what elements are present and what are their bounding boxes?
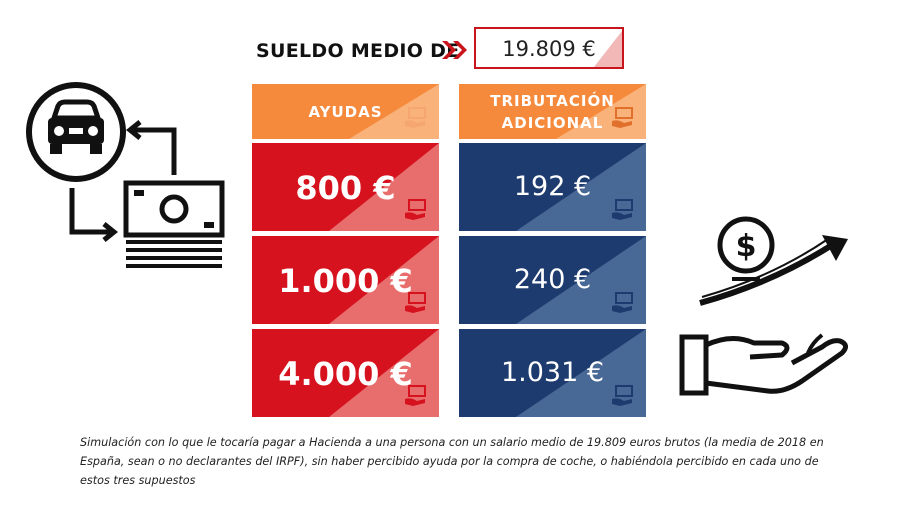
tributacion-title-line1: TRIBUTACIÓN — [490, 92, 615, 110]
hand-money-mini-icon — [612, 199, 633, 220]
tributacion-header: TRIBUTACIÓN ADICIONAL — [459, 84, 646, 139]
car-cash-cycle-illustration — [26, 82, 225, 268]
tributacion-value: 1.031 € — [500, 357, 605, 388]
ayuda-row-1: 800 € — [252, 143, 439, 231]
tributacion-title-line2: ADICIONAL — [501, 114, 604, 132]
car-icon — [26, 82, 126, 182]
ayudas-header: AYUDAS — [252, 84, 439, 139]
ayudas-title: AYUDAS — [308, 103, 383, 121]
hand-money-mini-icon — [612, 385, 633, 406]
hand-money-mini-icon — [612, 107, 633, 128]
footnote: Simulación con lo que le tocaría pagar a… — [80, 436, 824, 487]
ayuda-row-2: 1.000 € — [252, 236, 439, 324]
tributacion-row-2: 240 € — [459, 236, 646, 324]
hand-money-mini-icon — [612, 292, 633, 313]
sueldo-medio-value: 19.809 € — [502, 37, 596, 61]
arrow-cycle-icon — [69, 120, 177, 242]
tributacion-value: 192 € — [513, 171, 592, 202]
svg-text:$: $ — [736, 229, 757, 264]
sueldo-medio-label: SUELDO MEDIO DE — [256, 40, 460, 62]
tributacion-row-3: 1.031 € — [459, 329, 646, 417]
ayuda-value: 800 € — [295, 169, 396, 207]
hand-money-mini-icon — [405, 292, 426, 313]
ayuda-value: 4.000 € — [278, 355, 413, 393]
hand-money-mini-icon — [405, 199, 426, 220]
sueldo-medio-value-box: 19.809 € — [474, 27, 624, 69]
cash-stack-icon — [123, 180, 225, 268]
tributacion-row-1: 192 € — [459, 143, 646, 231]
tributacion-value: 240 € — [513, 264, 592, 295]
double-chevron-icon — [442, 41, 467, 59]
hand-money-mini-icon — [405, 385, 426, 406]
hand-money-mini-icon — [405, 107, 426, 128]
hand-coin-growth-icon: $ — [679, 216, 848, 396]
ayuda-row-3: 4.000 € — [252, 329, 439, 417]
ayuda-value: 1.000 € — [278, 262, 413, 300]
